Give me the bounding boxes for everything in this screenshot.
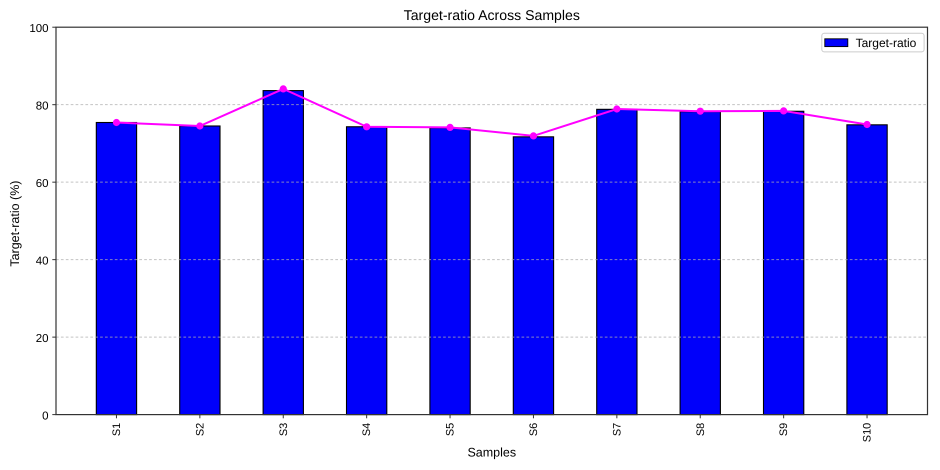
svg-text:0: 0: [42, 410, 48, 422]
svg-text:60: 60: [36, 178, 49, 190]
svg-text:S9: S9: [778, 423, 790, 436]
svg-text:Target-ratio: Target-ratio: [856, 36, 917, 50]
svg-text:Target-ratio Across Samples: Target-ratio Across Samples: [404, 7, 580, 23]
svg-text:S10: S10: [862, 423, 874, 442]
svg-text:Samples: Samples: [467, 446, 516, 460]
svg-text:S7: S7: [611, 423, 623, 436]
svg-text:S2: S2: [194, 423, 206, 436]
svg-text:40: 40: [36, 255, 49, 267]
svg-text:S1: S1: [111, 423, 123, 436]
svg-text:S8: S8: [695, 423, 707, 436]
svg-text:Target-ratio (%): Target-ratio (%): [8, 181, 22, 267]
svg-text:S4: S4: [361, 423, 373, 436]
svg-text:S5: S5: [445, 423, 457, 436]
svg-text:S3: S3: [278, 423, 290, 436]
svg-text:20: 20: [36, 333, 49, 345]
svg-text:100: 100: [29, 23, 48, 35]
svg-text:80: 80: [36, 100, 49, 112]
svg-text:S6: S6: [528, 423, 540, 436]
